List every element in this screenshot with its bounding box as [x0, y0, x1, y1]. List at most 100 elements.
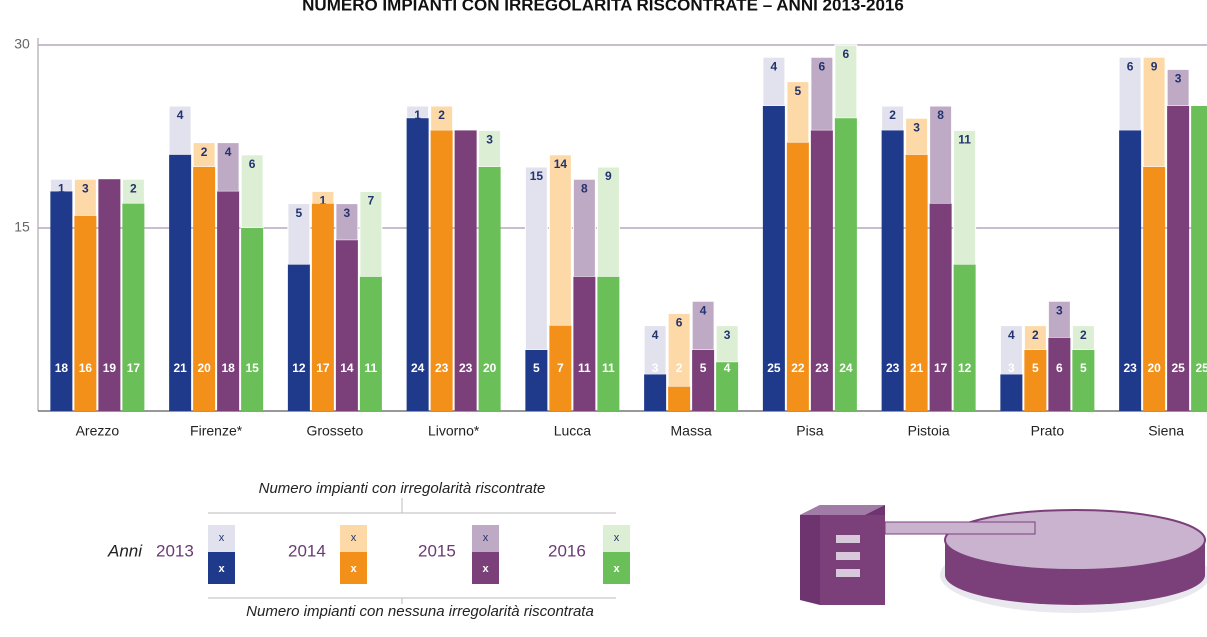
value-label: 2 [1032, 328, 1039, 342]
value-label: 6 [843, 47, 850, 61]
bar-segment [288, 265, 310, 411]
value-label: 3 [1056, 303, 1063, 317]
value-label: 3 [486, 133, 493, 147]
value-label: 3 [82, 181, 89, 195]
legend-marker: x [614, 532, 620, 544]
bar-segment [98, 179, 120, 411]
legend-top-caption: Numero impianti con irregolarità riscont… [259, 480, 546, 497]
legend-label: 2013 [156, 541, 194, 560]
value-label: 11 [365, 361, 378, 375]
illustration [800, 505, 1207, 613]
bar-segment [336, 240, 358, 411]
value-label: 8 [937, 108, 944, 122]
value-label: 3 [1008, 361, 1015, 375]
value-label: 4 [225, 145, 232, 159]
bridge [885, 522, 1035, 534]
legend-marker: x [350, 563, 357, 575]
value-label: 24 [411, 361, 425, 375]
bar-segment [360, 277, 382, 411]
x-tick-label: Pisa [796, 423, 823, 439]
value-label: 23 [815, 361, 829, 375]
value-label: 15 [245, 361, 259, 375]
bar-segment [217, 191, 239, 411]
value-label: 3 [724, 328, 731, 342]
value-label: 22 [791, 361, 805, 375]
bar-segment [597, 277, 619, 411]
value-label: 12 [958, 361, 972, 375]
legend-bottom-caption: Numero impianti con nessuna irregolarità… [246, 603, 594, 620]
x-tick-label: Firenze* [190, 423, 243, 439]
bar-segment [1024, 350, 1046, 411]
value-label: 24 [839, 361, 853, 375]
bar-segment [241, 228, 263, 411]
value-label: 5 [296, 206, 303, 220]
legend-marker: x [218, 563, 225, 575]
plot: 1183161921742122041861551211731471112422… [38, 45, 1207, 411]
value-label: 8 [581, 181, 588, 195]
value-label: 17 [127, 361, 141, 375]
window [836, 535, 860, 543]
x-tick-label: Lucca [554, 423, 592, 439]
x-tick-label: Pistoia [908, 423, 950, 439]
value-label: 4 [652, 328, 659, 342]
value-label: 12 [292, 361, 306, 375]
legend-label: 2015 [418, 541, 456, 560]
value-label: 6 [249, 157, 256, 171]
bar-segment [122, 204, 144, 411]
bar-segment-irregular [549, 155, 571, 326]
value-label: 2 [676, 361, 683, 375]
value-label: 20 [483, 361, 497, 375]
x-tick-label: Siena [1148, 423, 1184, 439]
value-label: 25 [1195, 361, 1207, 375]
value-label: 9 [605, 169, 612, 183]
value-label: 7 [368, 194, 375, 208]
value-label: 18 [55, 361, 69, 375]
bar-segment [1072, 350, 1094, 411]
legend-label: 2016 [548, 541, 586, 560]
value-label: 4 [1008, 328, 1015, 342]
value-label: 17 [934, 361, 948, 375]
x-tick-label: Livorno* [428, 423, 480, 439]
value-label: 3 [913, 120, 920, 134]
value-label: 9 [1151, 59, 1158, 73]
chart-title: NUMERO IMPIANTI CON IRREGOLARITA RISCONT… [302, 0, 904, 14]
value-label: 14 [554, 157, 568, 171]
x-tick-label: Grosseto [306, 423, 363, 439]
value-label: 20 [1147, 361, 1161, 375]
bar-segment [692, 350, 714, 411]
value-label: 3 [652, 361, 659, 375]
value-label: 23 [435, 361, 449, 375]
value-label: 11 [578, 361, 591, 375]
value-label: 2 [1080, 328, 1087, 342]
y-tick-label: 15 [14, 219, 30, 235]
value-label: 19 [103, 361, 117, 375]
bar-segment [954, 265, 976, 411]
value-label: 17 [316, 361, 330, 375]
bar-segment [668, 387, 690, 411]
value-label: 25 [1171, 361, 1185, 375]
value-label: 25 [767, 361, 781, 375]
bar-segment [74, 216, 96, 411]
value-label: 5 [533, 361, 540, 375]
value-label: 2 [889, 108, 896, 122]
value-label: 21 [173, 361, 187, 375]
value-label: 4 [724, 361, 731, 375]
chart: NUMERO IMPIANTI CON IRREGOLARITA RISCONT… [0, 0, 1207, 637]
y-tick-label: 30 [14, 36, 30, 52]
value-label: 2 [438, 108, 445, 122]
value-label: 5 [1080, 361, 1087, 375]
value-label: 21 [910, 361, 924, 375]
value-label: 3 [1175, 72, 1182, 86]
window [836, 569, 860, 577]
bar-segment-irregular [597, 167, 619, 277]
tank-top [945, 510, 1205, 570]
value-label: 6 [819, 59, 826, 73]
value-label: 7 [557, 361, 564, 375]
bar-segment-irregular [954, 130, 976, 264]
value-label: 18 [221, 361, 235, 375]
value-label: 15 [530, 169, 544, 183]
value-label: 2 [130, 181, 137, 195]
bar-segment [1000, 374, 1022, 411]
value-label: 23 [886, 361, 900, 375]
